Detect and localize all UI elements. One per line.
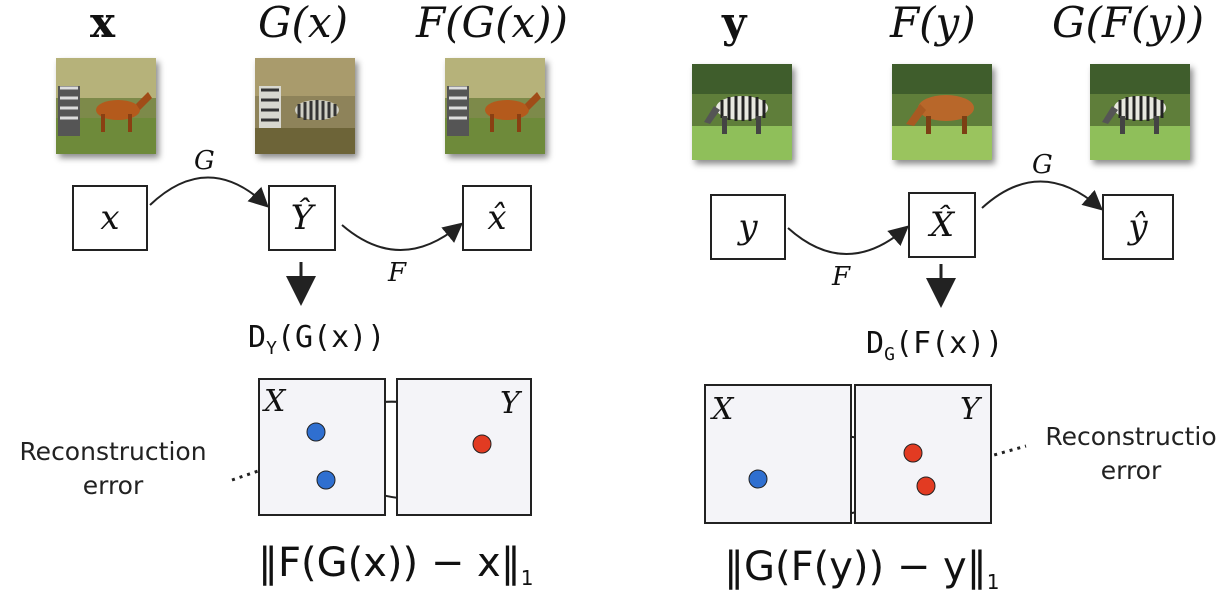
reconstruction-error-right: Reconstructio error: [1045, 422, 1217, 485]
header-g-of-f-of-y: G(F(y)): [1052, 0, 1204, 47]
header-y: y: [722, 0, 747, 47]
loss-formula-left: ‖F(G(x)) − x‖1: [258, 540, 534, 590]
horse-with-zebra-thumbnail: [56, 58, 156, 154]
node-x-hat-upper: X̂: [908, 192, 976, 258]
panel-label-x-left: X: [264, 384, 286, 419]
panel-y-right: [854, 384, 992, 524]
edge-g-right: [981, 180, 1103, 211]
panel-label-y-left: Y: [500, 386, 520, 421]
header-f-of-g-of-x: F(G(x)): [416, 0, 568, 47]
dotted-line-left: [231, 458, 291, 482]
red-dot-left: [472, 434, 492, 454]
zebrafied-thumbnail: [255, 58, 355, 154]
loss-formula-right: ‖G(F(y)) − y‖1: [724, 544, 1000, 594]
blue-dot-right: [748, 469, 768, 489]
node-y-hat-lower: ŷ: [1102, 194, 1174, 260]
edge-label-g-right: G: [1032, 150, 1053, 180]
edge-f-right: [787, 225, 910, 255]
horse-thumbnail: [892, 64, 992, 160]
panel-x-right: [704, 384, 852, 524]
edge-label-f-right: F: [832, 262, 851, 292]
node-y-hat: Ŷ: [268, 185, 336, 251]
discriminator-left: DY(G(x)): [248, 320, 386, 359]
panel-x-left: [258, 378, 386, 516]
header-g-of-x: G(x): [258, 0, 349, 47]
blue-dot-left-bottom: [316, 470, 336, 490]
node-x: x: [72, 185, 148, 251]
edge-g-left: [149, 176, 269, 208]
edge-label-g-left: G: [194, 146, 215, 176]
panel-y-left: [396, 378, 532, 516]
reconstructed-zebra-thumbnail: [1090, 64, 1190, 160]
reconstruction-error-left: Reconstruction error: [19, 437, 207, 500]
edge-label-f-left: F: [388, 258, 407, 288]
red-dot-right-bottom: [916, 476, 936, 496]
reconstructed-horse-thumbnail: [445, 58, 545, 154]
node-x-hat: x̂: [462, 185, 532, 251]
discriminator-right: DG(F(x)): [866, 326, 1004, 365]
node-y: y: [710, 194, 786, 260]
header-x: x: [90, 0, 116, 47]
panel-label-x-right: X: [712, 392, 734, 427]
red-dot-right-top: [903, 443, 923, 463]
header-f-of-y: F(y): [890, 0, 976, 47]
panel-label-y-right: Y: [960, 392, 980, 427]
edge-f-left: [341, 222, 464, 251]
zebra-thumbnail: [692, 64, 792, 160]
blue-dot-left-top: [306, 422, 326, 442]
